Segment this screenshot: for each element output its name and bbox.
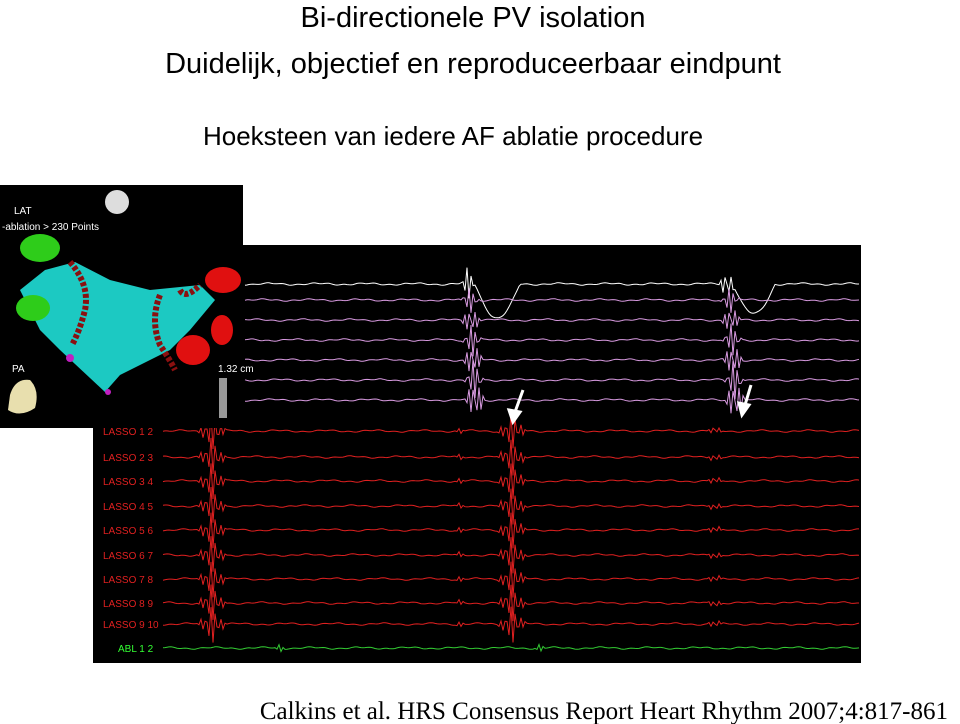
traces: LASSO 1 2 LASSO 2 3 LASSO 3 4 LASSO 4 5 LASS…	[103, 267, 860, 655]
trace	[244, 288, 860, 313]
trace	[162, 463, 860, 500]
map-label: PA	[12, 364, 25, 375]
trace	[244, 348, 860, 372]
trace	[244, 267, 859, 319]
trace	[162, 643, 860, 653]
trace	[162, 512, 859, 549]
trace	[162, 606, 860, 643]
trace	[244, 323, 860, 357]
subtitle: Hoeksteen van iedere AF ablatie procedur…	[203, 121, 703, 151]
trace	[162, 486, 860, 525]
channel-label: LASSO 2 3	[103, 453, 153, 464]
citation: Calkins et al. HRS Consensus Report Hear…	[260, 698, 948, 724]
trace	[244, 310, 860, 330]
map-label: LAT	[14, 206, 32, 217]
channel-label: LASSO 8 9	[103, 599, 153, 610]
trace	[162, 561, 860, 598]
channel-label: LASSO 9 10	[103, 620, 159, 631]
channel-label: LASSO 6 7	[103, 551, 153, 562]
channel-label: LASSO 1 2	[103, 427, 153, 438]
title-line: Duidelijk, objectief en reproduceerbaar …	[165, 48, 781, 80]
title-line: Bi-directionele PV isolation	[301, 2, 646, 34]
map-label: -ablation > 230 Points	[2, 222, 99, 233]
channel-label: LASSO 7 8	[103, 575, 153, 586]
map: LAT -ablation > 230 Points PA 1.32 cm	[2, 190, 254, 418]
channel-label: LASSO 3 4	[103, 477, 153, 488]
trace	[244, 359, 860, 400]
channel-label: ABL 1 2	[118, 644, 154, 655]
trace	[162, 584, 859, 622]
arrows	[506, 384, 753, 426]
trace	[162, 437, 860, 476]
map-scale: 1.32 cm	[218, 364, 254, 375]
trace	[245, 387, 860, 414]
channel-label: LASSO 5 6	[103, 526, 153, 537]
trace	[162, 536, 860, 574]
channel-label: LASSO 4 5	[103, 502, 153, 513]
